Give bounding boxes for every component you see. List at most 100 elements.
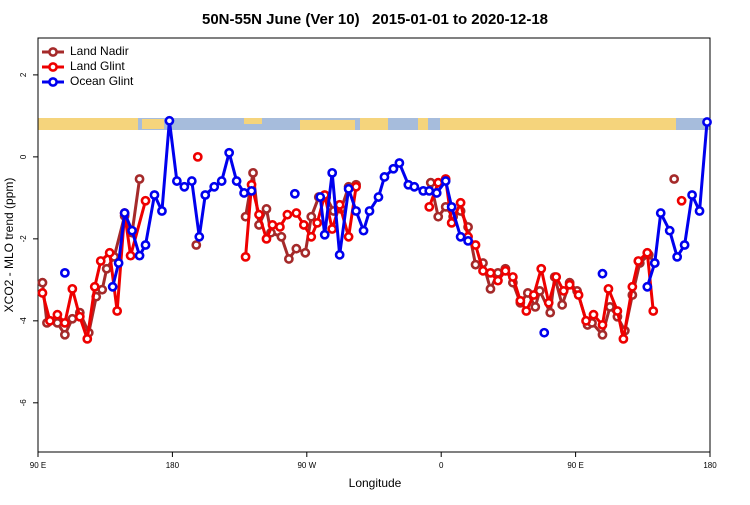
data-point [134,250,145,261]
data-point [343,231,354,242]
data-point [67,283,78,294]
data-point [409,181,420,192]
x-tick-label: 90 W [297,461,316,470]
data-point [248,167,258,178]
data-point [655,208,666,218]
data-point [543,297,554,308]
data-point [373,192,384,202]
data-point [455,231,466,242]
data-point [642,281,653,292]
data-point [306,211,317,222]
data-point [431,188,442,198]
data-point [261,233,272,244]
data-point [648,306,659,316]
data-point [597,268,608,279]
data-point [209,181,220,192]
data-point [157,206,167,216]
data-point [104,247,115,258]
y-tick-label: -6 [19,399,28,407]
data-point [59,267,70,278]
data-point [334,249,345,260]
data-point [351,206,361,216]
data-point [186,176,197,186]
land-band [142,119,164,129]
data-point [425,177,436,188]
data-point [642,247,653,258]
data-point [246,185,257,196]
data-point [507,272,518,282]
data-point [59,317,70,328]
y-tick-label: 0 [19,154,28,159]
data-point [275,222,285,232]
data-point [470,259,481,270]
data-point [240,251,251,262]
data-point [676,195,687,206]
legend-label: Land Nadir [70,44,129,58]
data-point [283,254,294,264]
x-tick-label: 180 [166,461,180,470]
data-point [603,283,614,294]
data-point [127,225,137,236]
data-point [343,183,354,194]
y-axis-label: XCO2 - MLO trend (ppm) [2,178,16,313]
land-ocean-band [38,118,710,130]
legend-marker [48,77,58,87]
data-point [45,315,55,326]
data-point [612,306,623,316]
data-point [694,206,705,216]
data-point [119,208,130,218]
plot-frame [37,37,711,453]
data-point [528,290,539,300]
legend-label: Land Glint [70,59,125,73]
data-point [140,240,151,250]
data-point [261,204,272,214]
data-point [493,275,503,286]
data-point [291,208,302,218]
data-point [327,167,338,178]
data-point [424,201,435,212]
data-point [149,190,160,200]
data-point [191,240,202,250]
data-point [664,225,675,236]
data-point [231,176,242,186]
data-point [672,251,683,262]
data-point [364,206,375,216]
x-tick-label: 90 E [30,461,46,470]
data-point [551,272,562,282]
data-point [59,329,70,340]
data-point [140,195,151,206]
data-point [289,188,300,199]
land-band [300,120,355,130]
data-point [216,176,227,186]
data-point [557,299,568,310]
data-point [300,247,311,258]
data-point [500,265,511,276]
data-point [633,256,644,266]
data-point [298,220,309,230]
data-point [113,258,124,268]
data-point [312,217,323,228]
data-point [478,265,488,276]
land-band [418,118,428,130]
data-point [239,188,249,198]
data-point [358,225,369,236]
data-point [433,211,444,222]
data-point [702,117,712,127]
data-point [37,288,48,298]
data-point [315,192,326,202]
data-point [254,209,264,220]
data-point [134,174,145,184]
data-point [440,176,451,186]
y-tick-label: -4 [19,317,28,325]
data-point [485,267,496,278]
land-band [244,118,262,124]
data-point [97,284,108,295]
data-point [351,181,361,192]
data-point [424,185,435,196]
data-point [485,283,496,294]
data-point [267,220,278,230]
data-point [89,281,100,292]
data-point [627,281,638,292]
